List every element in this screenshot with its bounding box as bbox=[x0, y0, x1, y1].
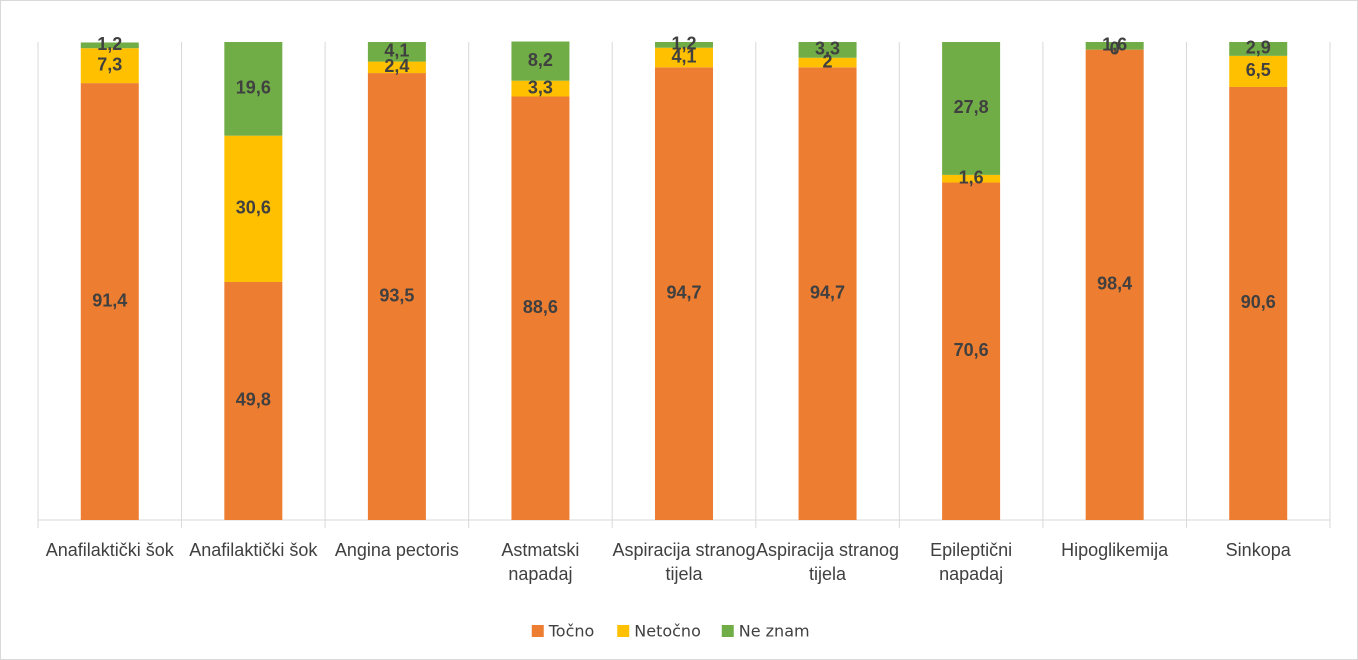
bar-segment bbox=[367, 73, 426, 520]
bar-segment bbox=[224, 281, 283, 520]
data-label: 1,6 bbox=[1102, 35, 1127, 55]
bar-segment bbox=[942, 174, 1001, 183]
data-label: 3,3 bbox=[815, 39, 840, 59]
bar-segment bbox=[224, 42, 283, 136]
legend-label: Netočno bbox=[634, 622, 701, 641]
bar-segment bbox=[655, 42, 713, 48]
x-tick-label: Astmatski napadaj bbox=[501, 540, 580, 584]
x-tick-label: Anafilaktički šok bbox=[189, 540, 318, 560]
data-label: 94,7 bbox=[666, 282, 701, 302]
legend-swatch bbox=[721, 625, 734, 637]
bar-segment bbox=[798, 57, 857, 68]
x-tick-label: Epileptični napadaj bbox=[930, 540, 1013, 584]
legend-swatch bbox=[531, 625, 544, 637]
data-label: 1,2 bbox=[97, 34, 122, 54]
legend-label: Ne znam bbox=[739, 622, 810, 641]
data-label: 19,6 bbox=[236, 78, 271, 98]
data-label: 27,8 bbox=[954, 97, 989, 117]
data-label: 49,8 bbox=[236, 390, 271, 410]
bar-segment bbox=[511, 80, 570, 97]
legend-swatch bbox=[617, 625, 630, 637]
x-tick-label: Sinkopa bbox=[1225, 540, 1291, 560]
data-label: 1,2 bbox=[671, 34, 696, 54]
bar-segment bbox=[511, 96, 570, 520]
bar-segment bbox=[367, 42, 426, 62]
data-label: 7,3 bbox=[97, 54, 122, 74]
data-label: 2,4 bbox=[384, 56, 409, 76]
data-label: 2,9 bbox=[1246, 38, 1271, 58]
data-label: 88,6 bbox=[523, 297, 558, 317]
data-label: 8,2 bbox=[528, 50, 553, 70]
data-label: 0 bbox=[1110, 38, 1120, 58]
x-tick-label: Aspiracija stranog tijela bbox=[756, 540, 900, 584]
legend-label: Točno bbox=[548, 622, 595, 641]
bar-segment bbox=[1229, 42, 1288, 56]
bar-segment bbox=[367, 61, 426, 74]
bar-segment bbox=[80, 48, 139, 84]
data-label: 70,6 bbox=[954, 340, 989, 360]
bar-segment bbox=[942, 42, 1001, 175]
bar-segment bbox=[655, 47, 713, 68]
bar-segment bbox=[80, 83, 139, 520]
bar-segment bbox=[655, 67, 713, 521]
data-label: 2 bbox=[823, 51, 833, 71]
data-label: 93,5 bbox=[379, 285, 414, 305]
data-label: 4,1 bbox=[671, 46, 696, 66]
bar-segment bbox=[798, 42, 857, 58]
data-label: 1,6 bbox=[959, 167, 984, 187]
bar-segment bbox=[1085, 42, 1144, 50]
bar-segment bbox=[798, 67, 857, 521]
bar-segment bbox=[942, 182, 1001, 521]
data-label: 3,3 bbox=[528, 77, 553, 97]
data-label: 30,6 bbox=[236, 198, 271, 218]
data-label: 94,7 bbox=[810, 282, 845, 302]
x-tick-label: Hipoglikemija bbox=[1061, 540, 1169, 560]
x-tick-label: Aspiracija stranog tijela bbox=[612, 540, 756, 584]
data-label: 90,6 bbox=[1241, 292, 1276, 312]
data-label: 4,1 bbox=[384, 41, 409, 61]
bar-segment bbox=[1085, 49, 1144, 520]
bar-segment bbox=[1229, 86, 1288, 520]
data-label: 91,4 bbox=[92, 290, 127, 310]
bar-segment bbox=[511, 41, 570, 81]
bar-segment bbox=[224, 135, 283, 282]
x-tick-label: Angina pectoris bbox=[334, 540, 459, 560]
bar-segment bbox=[80, 42, 139, 49]
bar-segment bbox=[1229, 55, 1288, 87]
data-label: 6,5 bbox=[1246, 60, 1271, 80]
x-tick-label: Anafilaktički šok bbox=[45, 540, 174, 560]
data-label: 98,4 bbox=[1097, 274, 1132, 294]
